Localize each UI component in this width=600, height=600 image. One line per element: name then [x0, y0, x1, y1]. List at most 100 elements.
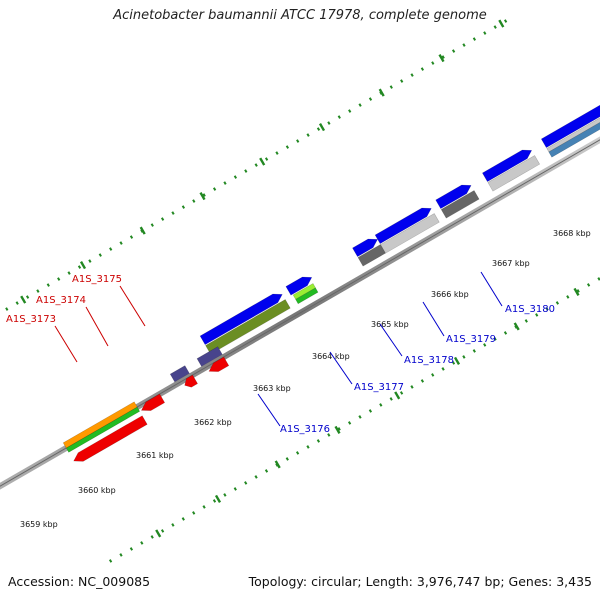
- inner-tick-mark: [576, 289, 580, 293]
- light-gray-feature-b: [487, 155, 541, 192]
- outer-tick-mark: [389, 85, 393, 89]
- outer-tick-mark: [400, 79, 404, 83]
- genome-summary: Topology: circular; Length: 3,976,747 bp…: [248, 574, 592, 589]
- outer-tick-mark: [98, 253, 102, 257]
- inner-tick-mark: [264, 469, 269, 473]
- inner-tick-mark: [535, 313, 539, 317]
- outer-tick-mark: [181, 205, 186, 209]
- outer-tick-mark: [420, 67, 425, 71]
- inner-tick-mark-major: [453, 356, 461, 365]
- outer-tick-mark: [296, 139, 300, 143]
- inner-tick-mark: [441, 367, 445, 371]
- light-gray-feature-a: [380, 213, 440, 254]
- outer-tick-mark: [306, 133, 310, 137]
- inner-tick-mark: [389, 397, 393, 401]
- outer-tick-mark: [150, 223, 154, 227]
- outer-tick-mark-major: [378, 88, 385, 97]
- outer-tick-mark: [46, 283, 50, 287]
- outer-tick-mark: [431, 61, 435, 65]
- inner-tick-mark: [181, 517, 185, 521]
- outer-tick-mark: [368, 97, 373, 101]
- kbp-label: 3666 kbp: [431, 290, 469, 299]
- green-feature: [295, 287, 319, 305]
- gene-leader-line: [329, 351, 353, 385]
- inner-tick-mark: [347, 421, 352, 425]
- outer-tick-mark: [493, 25, 497, 29]
- inner-tick-mark: [160, 529, 165, 533]
- outer-tick-mark: [192, 199, 196, 203]
- outer-tick-mark: [316, 127, 321, 131]
- outer-tick-mark: [483, 31, 487, 35]
- inner-tick-mark-major: [155, 529, 162, 538]
- outer-tick-mark-major: [79, 261, 87, 270]
- forward-cds-a1s-3178: [374, 207, 432, 245]
- inner-tick-mark: [254, 475, 258, 479]
- outer-tick-mark: [264, 157, 269, 161]
- inner-tick-mark-major: [394, 391, 401, 400]
- outer-tick-mark: [358, 103, 362, 107]
- inner-tick-mark: [431, 373, 435, 377]
- gene-leader-line: [85, 306, 109, 347]
- inner-tick-mark: [285, 457, 289, 461]
- forward-cds-a1s-3176: [199, 293, 283, 346]
- gene-leader-line: [54, 325, 78, 363]
- inner-tick-mark: [545, 307, 549, 311]
- outer-tick-mark: [462, 43, 466, 47]
- inner-tick-mark: [150, 535, 154, 539]
- gene-leader-line: [422, 301, 445, 337]
- outer-tick-mark: [77, 265, 82, 269]
- gene-label: A1S_3176: [280, 424, 330, 435]
- outer-tick-mark: [119, 241, 123, 245]
- outer-tick-mark: [233, 175, 238, 179]
- inner-tick-mark: [503, 331, 508, 335]
- inner-tick-mark: [171, 523, 175, 527]
- reverse-cds-a1s-3173: [73, 415, 148, 462]
- outer-tick-mark: [109, 247, 113, 251]
- inner-tick-mark: [337, 427, 341, 431]
- outer-tick-mark: [410, 73, 414, 77]
- kbp-label: 3664 kbp: [312, 352, 350, 361]
- outer-tick-mark: [503, 19, 508, 23]
- outer-tick-mark: [88, 259, 92, 263]
- dark-gray-feature-a: [357, 244, 386, 267]
- inner-tick-mark: [566, 295, 570, 299]
- outer-tick-mark: [5, 307, 9, 311]
- inner-tick-mark: [244, 481, 248, 485]
- inner-tick-mark: [212, 499, 217, 503]
- inner-tick-mark: [192, 511, 196, 515]
- outer-tick-mark-major: [20, 295, 27, 304]
- accession-label: Accession: NC_009085: [8, 574, 151, 589]
- forward-cds-a1s-3180: [482, 149, 533, 183]
- gene-leader-line: [257, 393, 281, 427]
- outer-tick-mark-major: [438, 54, 445, 63]
- reverse-cds-a1s-3175: [208, 356, 230, 372]
- outer-tick-mark: [223, 181, 227, 185]
- inner-tick-mark-major: [214, 494, 222, 503]
- outer-tick-mark: [337, 115, 341, 119]
- inner-tick-mark: [483, 343, 487, 347]
- inner-tick-mark: [129, 547, 134, 551]
- inner-tick-mark: [108, 559, 113, 563]
- inner-tick-mark-major: [334, 425, 341, 434]
- inner-tick-mark: [358, 415, 362, 419]
- dark-gray-feature-b: [440, 190, 480, 219]
- outer-tick-mark: [67, 271, 71, 275]
- outer-tick-mark-major: [498, 19, 505, 28]
- outer-tick-mark: [36, 289, 40, 293]
- inner-tick-mark: [119, 553, 123, 557]
- genome-backbone-center: [0, 139, 600, 487]
- inner-tick-mark: [524, 319, 528, 323]
- steel-feature: [548, 109, 600, 158]
- slate-feature-a: [169, 365, 190, 383]
- inner-tick-mark: [420, 379, 425, 383]
- inner-tick-mark: [202, 505, 206, 509]
- outer-tick-mark-major: [318, 123, 326, 132]
- outer-tick-mark: [441, 55, 445, 59]
- inner-tick-mark: [462, 355, 466, 359]
- gene-label: A1S_3175: [72, 274, 122, 285]
- inner-tick-mark: [368, 409, 373, 413]
- outer-tick-mark: [254, 163, 258, 167]
- outer-tick-mark: [15, 301, 19, 305]
- inner-tick-mark: [379, 403, 383, 407]
